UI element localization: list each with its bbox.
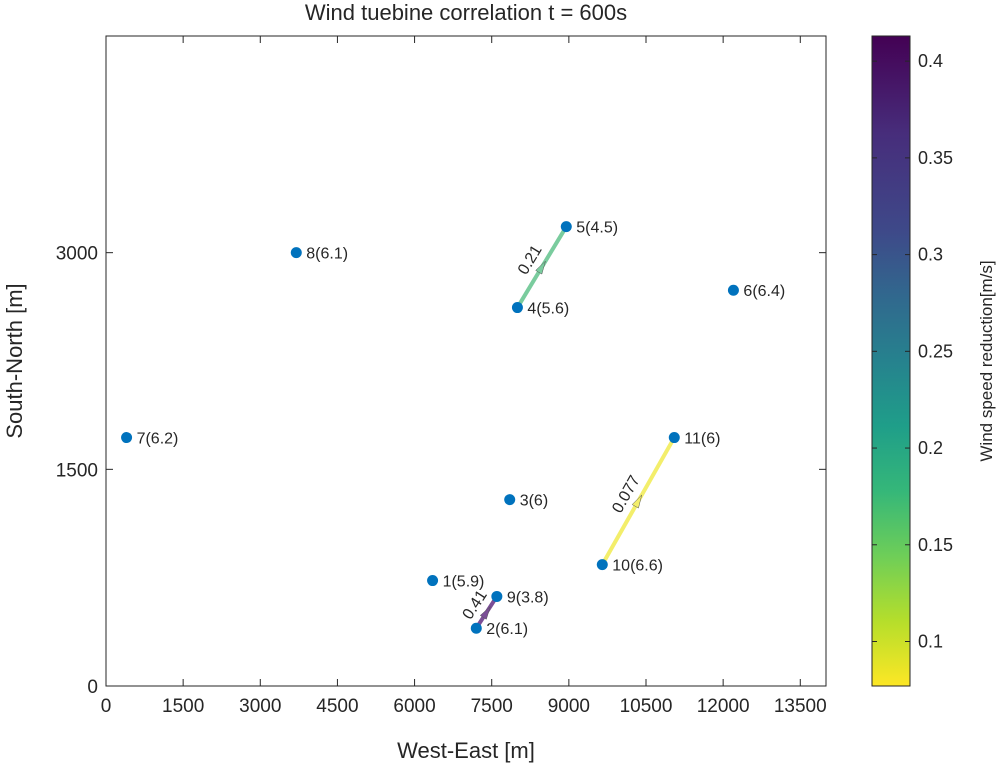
correlation-arrow xyxy=(479,605,491,620)
chart-title: Wind tuebine correlation t = 600s xyxy=(305,0,627,25)
colorbar-ticks: 0.1 0.15 0.2 0.25 0.3 0.35 0.4 xyxy=(872,51,953,652)
y-tick-label: 0 xyxy=(87,677,98,698)
correlation-arrow xyxy=(631,494,643,509)
colorbar-label: Wind speed reduction[m/s] xyxy=(977,260,996,461)
plot-area xyxy=(105,35,827,687)
turbine-marker xyxy=(121,432,133,444)
turbine-marker xyxy=(491,590,503,602)
x-tick-label: 4500 xyxy=(316,696,358,717)
colorbar-tick-label: 0.2 xyxy=(918,438,943,458)
turbine-label: 2(6.1) xyxy=(486,621,528,638)
turbine-label: 4(5.6) xyxy=(527,301,569,318)
x-tick-label: 0 xyxy=(101,696,112,717)
colorbar-tick-label: 0.35 xyxy=(918,148,953,168)
x-tick-label: 9000 xyxy=(548,696,590,717)
turbine-marker xyxy=(511,302,523,314)
turbine-label: 1(5.9) xyxy=(443,574,485,591)
colorbar-tick-label: 0.3 xyxy=(918,245,943,265)
x-axis-ticks: 0 1500 3000 4500 6000 7500 9000 10500 12000 13500 xyxy=(101,36,827,717)
turbine-marker xyxy=(727,284,739,296)
x-tick-label: 3000 xyxy=(239,696,281,717)
y-tick-label: 3000 xyxy=(56,244,98,265)
turbine-label: 3(6) xyxy=(520,493,548,510)
y-axis-ticks: 0 1500 3000 xyxy=(56,244,826,698)
turbine-marker xyxy=(668,432,680,444)
turbine-marker xyxy=(427,575,439,587)
turbine-label: 9(3.8) xyxy=(507,589,549,606)
turbine-label: 7(6.2) xyxy=(137,431,179,448)
x-tick-label: 7500 xyxy=(471,696,513,717)
turbine-marker xyxy=(470,622,482,634)
turbine-label: 6(6.4) xyxy=(743,283,785,300)
turbine-points: 1(5.9) 2(6.1) 3(6) 4(5.6) 5(4.5) 6(6.4) 7(6.2)… xyxy=(121,220,785,638)
x-tick-label: 12000 xyxy=(697,696,750,717)
turbine-label: 11(6) xyxy=(684,431,720,448)
turbine-marker xyxy=(504,494,516,506)
x-tick-label: 13500 xyxy=(774,696,827,717)
turbine-marker xyxy=(560,221,572,233)
colorbar-tick-label: 0.4 xyxy=(918,51,943,71)
colorbar xyxy=(871,35,911,687)
turbine-label: 10(6.6) xyxy=(612,558,663,575)
y-axis-label: South-North [m] xyxy=(2,283,27,438)
turbine-label: 5(4.5) xyxy=(576,220,618,237)
turbine-marker xyxy=(290,247,302,259)
turbine-label: 8(6.1) xyxy=(306,246,348,263)
correlation-arrow xyxy=(535,260,546,275)
colorbar-tick-label: 0.1 xyxy=(918,632,943,652)
colorbar-tick-label: 0.15 xyxy=(918,535,953,555)
colorbar-tick-label: 0.25 xyxy=(918,341,953,361)
y-tick-label: 1500 xyxy=(56,460,98,481)
x-axis-label: West-East [m] xyxy=(397,738,535,763)
x-tick-label: 6000 xyxy=(393,696,435,717)
turbine-marker xyxy=(596,559,608,571)
x-tick-label: 10500 xyxy=(620,696,673,717)
x-tick-label: 1500 xyxy=(162,696,204,717)
